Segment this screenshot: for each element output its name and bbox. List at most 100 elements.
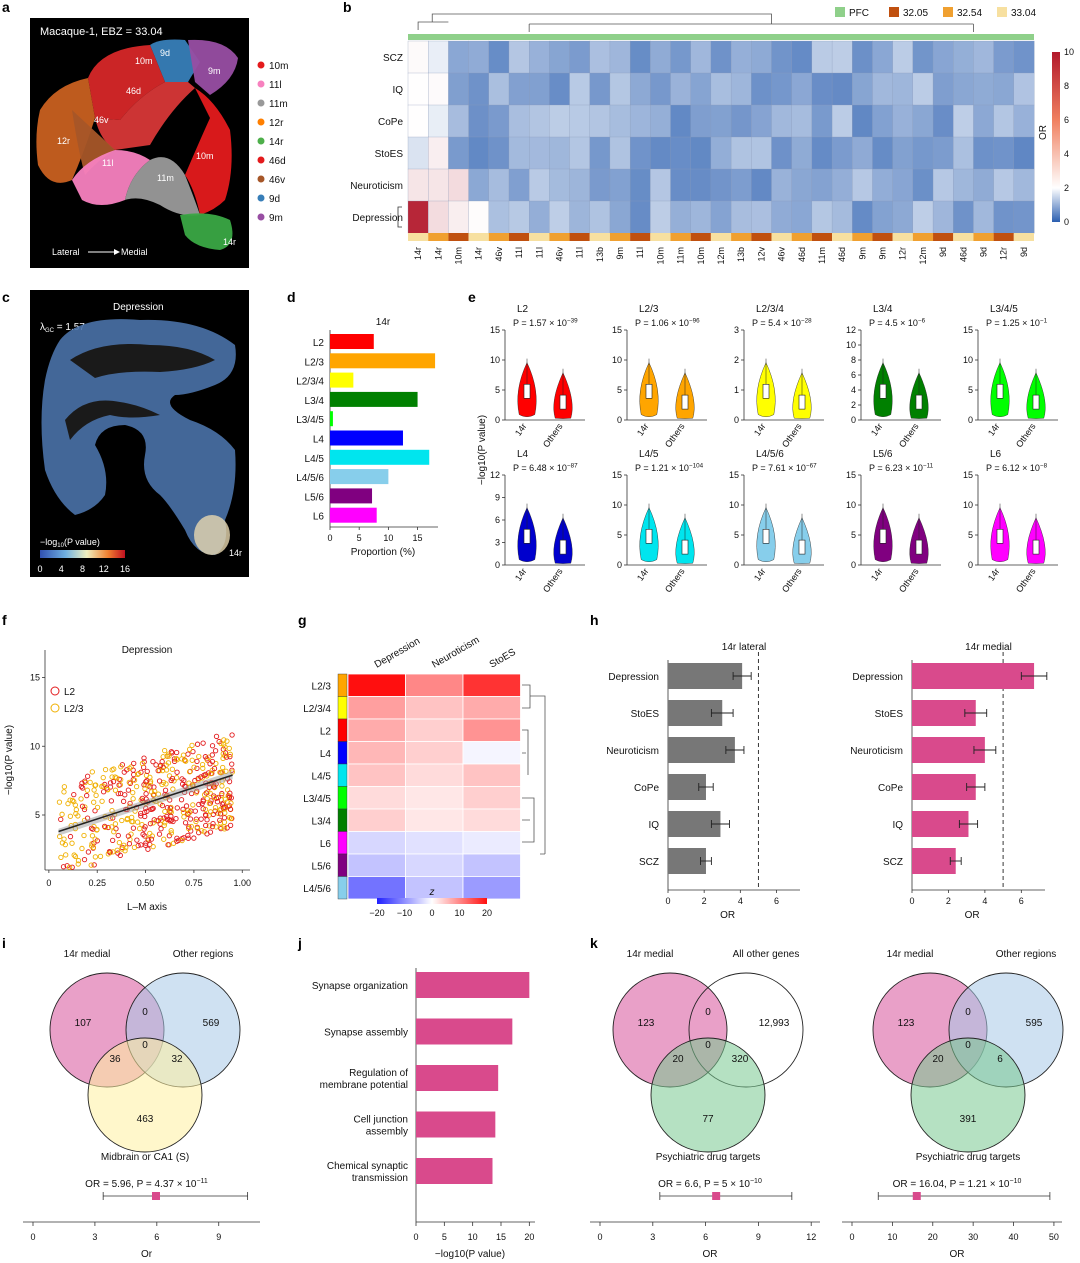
g-cell (405, 741, 464, 765)
b-cell (488, 168, 510, 202)
h-x-tick-label: 0 (665, 896, 670, 906)
f-point-L2-3 (222, 744, 228, 750)
d-x-tick-label: 10 (383, 533, 393, 543)
f-point-L2-3 (166, 773, 173, 779)
f-point-L2 (200, 806, 206, 812)
or-x-tick-label: 3 (92, 1232, 97, 1242)
b-cell (549, 200, 570, 234)
f-point-L2 (125, 787, 132, 793)
g-cell (347, 673, 406, 697)
e-boxplot (915, 539, 923, 555)
j-x-tick-label: 5 (442, 1232, 447, 1242)
f-point-L2-3 (135, 771, 141, 777)
e-x-label-Others: Others (1014, 421, 1038, 449)
venn-count-a: 123 (898, 1018, 915, 1029)
b-cell (609, 40, 631, 74)
b-cell (609, 168, 631, 202)
b-cell (508, 136, 530, 170)
b-cell (549, 168, 570, 202)
f-point-L2-3 (186, 809, 193, 816)
j-x-tick-label: 10 (468, 1232, 478, 1242)
b-cell (730, 40, 752, 74)
f-point-L2-3 (147, 780, 154, 786)
b-cell (488, 72, 510, 106)
legend-label-12r: 12r (269, 118, 284, 129)
b-cell (650, 136, 671, 170)
b-cell (488, 104, 510, 138)
panel-label-i: i (2, 935, 6, 951)
f-point-L2-3 (111, 829, 117, 835)
b-col-label-10m: 10m (655, 247, 665, 265)
f-point-L2 (140, 831, 146, 837)
g-row-color-L6 (337, 831, 348, 855)
j-label: Cell junction (354, 1115, 408, 1126)
b-cell (428, 104, 449, 138)
e-y-tick-label: 5 (734, 530, 739, 540)
region-label-46v: 46v (94, 115, 109, 125)
f-point-L2-3 (126, 765, 133, 771)
b-col-strip (448, 233, 469, 241)
b-cell (629, 40, 651, 74)
f-point-L2-3 (91, 799, 97, 805)
f-point-L2 (164, 804, 171, 811)
b-cell (872, 40, 894, 74)
f-point-L2-3 (208, 770, 214, 777)
f-point-L2 (211, 765, 218, 772)
e-pvalue-L4/5: P = 1.21 × 10−104 (635, 462, 704, 473)
b-cell (831, 104, 853, 138)
f-point-L2 (202, 754, 209, 760)
e-x-label-14r: 14r (513, 566, 529, 582)
e-boxplot (645, 383, 653, 399)
f-point-L2 (186, 824, 192, 830)
venn-label-b: Other regions (996, 949, 1057, 960)
f-x-tick-label: 0.50 (137, 878, 155, 888)
f-point-L2-3 (66, 864, 73, 870)
f-point-L2 (127, 780, 133, 787)
f-point-L2 (182, 820, 189, 826)
or-x-tick-label: 9 (756, 1232, 761, 1242)
b-cell (993, 136, 1015, 170)
e-title-L3/4: L3/4 (873, 304, 893, 315)
e-y-tick-label: 5 (968, 385, 973, 395)
panel-label-f: f (2, 612, 7, 628)
region-9m (188, 39, 238, 95)
b-pfc-strip (408, 34, 1034, 40)
b-cell (751, 104, 772, 138)
h-label-StoES: StoES (631, 709, 660, 720)
e-y-tick-label: 3 (495, 538, 500, 548)
f-point-L2 (79, 785, 86, 791)
f-point-L2 (193, 816, 199, 822)
g-cell (462, 763, 521, 787)
b-cell (589, 72, 611, 106)
h-title-14r medial: 14r medial (965, 642, 1012, 653)
b-cell (791, 200, 813, 234)
venn-circle-Psychiatric drug targets (650, 1037, 766, 1153)
b-col-strip (731, 233, 752, 241)
b-cell (872, 72, 894, 106)
e-y-tick-label: 4 (851, 385, 856, 395)
f-point-L2 (117, 790, 124, 797)
b-cell (508, 72, 530, 106)
b-cell (529, 200, 550, 234)
e-y-tick-label: 0 (851, 415, 856, 425)
g-cell (347, 741, 406, 765)
b-cell (690, 136, 712, 170)
or-x-tick-label: 12 (806, 1232, 816, 1242)
e-x-label-14r: 14r (752, 421, 768, 437)
b-col-strip (589, 233, 610, 241)
f-point-L2-3 (224, 738, 230, 744)
f-point-L2 (217, 817, 223, 823)
f-point-L2-3 (99, 798, 105, 804)
b-cell (609, 136, 631, 170)
e-boxplot (915, 394, 923, 410)
f-point-L2 (227, 822, 234, 829)
legend-label-46d: 46d (269, 156, 286, 167)
d-bar-L4/5/6 (330, 469, 389, 485)
b-row-label-IQ: IQ (392, 85, 403, 96)
f-point-L2 (185, 835, 191, 841)
or-x-tick-label: 20 (928, 1232, 938, 1242)
f-point-L2-3 (188, 823, 194, 830)
b-cell (791, 168, 813, 202)
g-row-color-L4/5 (337, 763, 348, 787)
region-10m (185, 88, 232, 215)
